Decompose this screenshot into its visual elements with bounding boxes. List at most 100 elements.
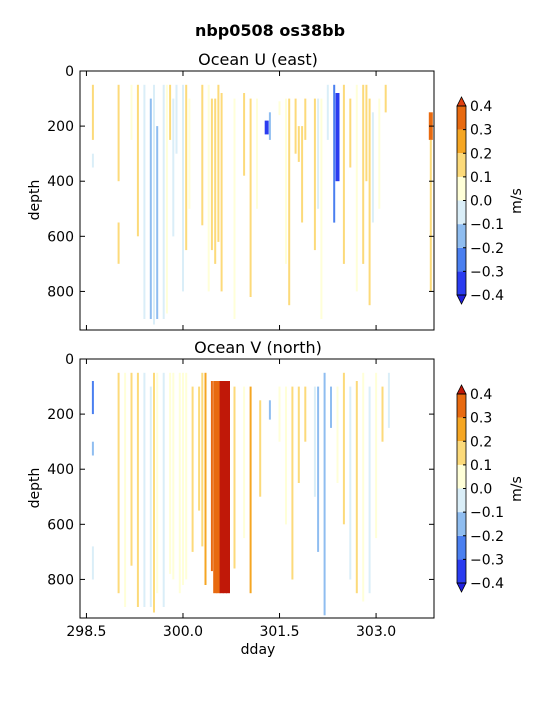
data-streak (162, 372, 165, 607)
data-streak (268, 112, 271, 140)
colorbar-under-arrow (456, 582, 467, 593)
colorbar-tick-label: −0.4 (470, 288, 504, 304)
data-streak (217, 84, 220, 242)
data-streak (156, 372, 159, 594)
colorbar-tick-label: 0.3 (470, 411, 492, 427)
panel-u-colorbar-unit: m/s (509, 188, 525, 214)
data-streak (333, 84, 336, 223)
data-streak (219, 381, 224, 594)
data-streak (226, 381, 230, 594)
data-streak (243, 93, 246, 176)
data-streak (175, 84, 178, 154)
x-tick-label: 300.0 (163, 624, 203, 640)
data-streak (153, 84, 155, 325)
colorbar-over-arrow (456, 96, 467, 107)
y-tick-label: 400 (47, 174, 74, 190)
data-streak (288, 98, 291, 306)
panel-v-colorbar: −0.4 −0.3 −0.2 −0.1 0.0 0.1 0.2 0.3 0.4 (456, 384, 504, 593)
data-streak (304, 98, 307, 140)
data-streak (268, 400, 271, 420)
data-streak (355, 84, 358, 292)
colorbar-band (457, 247, 466, 272)
colorbar-tick-label: −0.3 (470, 552, 504, 568)
colorbar-tick-label: −0.2 (470, 241, 504, 257)
data-streak (313, 98, 316, 251)
data-streak (368, 98, 371, 306)
x-axis-label: dday (241, 642, 276, 658)
y-tick-label: 200 (47, 119, 74, 135)
streak-group (91, 372, 390, 616)
data-streak (136, 372, 139, 607)
colorbar-tick-label: 0.4 (470, 99, 492, 115)
data-streak (320, 98, 323, 319)
data-streak (213, 381, 218, 594)
data-streak (182, 372, 184, 585)
data-streak (362, 84, 365, 264)
panel-v-colorbar-unit: m/s (509, 476, 525, 502)
colorbar-tick-label: −0.3 (470, 264, 504, 280)
data-streak (91, 381, 94, 415)
data-streak (375, 372, 378, 539)
data-streak (207, 84, 210, 292)
data-streak (317, 98, 320, 209)
data-streak (381, 386, 384, 442)
data-streak (233, 98, 236, 319)
data-streak (165, 84, 168, 314)
data-streak (182, 84, 184, 292)
data-streak (172, 98, 175, 237)
data-streak (378, 98, 381, 209)
data-streak (210, 381, 213, 572)
y-tick-label: 0 (65, 64, 74, 80)
data-streak (117, 222, 120, 264)
data-streak (201, 84, 204, 226)
data-streak (185, 84, 188, 251)
data-streak (222, 381, 227, 594)
colorbar-tick-label: −0.1 (470, 217, 504, 233)
data-streak (214, 98, 217, 264)
colorbar-tick-label: 0.3 (470, 123, 492, 139)
data-streak (243, 386, 246, 539)
data-streak (362, 372, 365, 602)
colorbar-band (457, 559, 466, 583)
colorbar-tick-label: 0.0 (470, 482, 492, 498)
data-streak (130, 84, 133, 140)
data-streak (335, 93, 340, 182)
data-streak (384, 84, 387, 113)
colorbar-tick-label: 0.2 (470, 146, 492, 162)
data-streak (124, 372, 127, 607)
data-streak (149, 98, 152, 319)
colorbar-under-arrow (456, 294, 467, 305)
data-streak (136, 84, 139, 237)
x-tick-label: 303.0 (356, 624, 396, 640)
colorbar-tick-label: −0.1 (470, 505, 504, 521)
data-streak (323, 372, 326, 616)
colorbar-band (457, 441, 466, 465)
panel-v-ylabel: depth (27, 468, 43, 509)
data-streak (259, 400, 262, 497)
data-streak (191, 386, 194, 552)
colorbar-band (457, 224, 466, 248)
data-streak (188, 98, 191, 209)
colorbar-band (457, 535, 466, 560)
data-streak (143, 372, 146, 607)
data-streak (91, 153, 94, 168)
data-streak (349, 98, 352, 168)
data-streak (198, 386, 201, 511)
data-streak (342, 372, 345, 525)
x-tick-label: 301.5 (259, 624, 299, 640)
data-streak (297, 126, 300, 162)
colorbar-band (457, 417, 466, 442)
data-streak (233, 386, 236, 569)
colorbar-band (457, 200, 466, 225)
data-streak (264, 120, 269, 135)
colorbar-over-arrow (456, 384, 467, 395)
data-streak (210, 98, 213, 251)
colorbar-band (457, 129, 466, 154)
colorbar-band (457, 464, 466, 489)
data-streak (301, 126, 304, 223)
colorbar-tick-label: −0.4 (470, 576, 504, 592)
data-streak (117, 372, 120, 594)
data-streak (169, 372, 172, 574)
data-streak (256, 98, 258, 209)
